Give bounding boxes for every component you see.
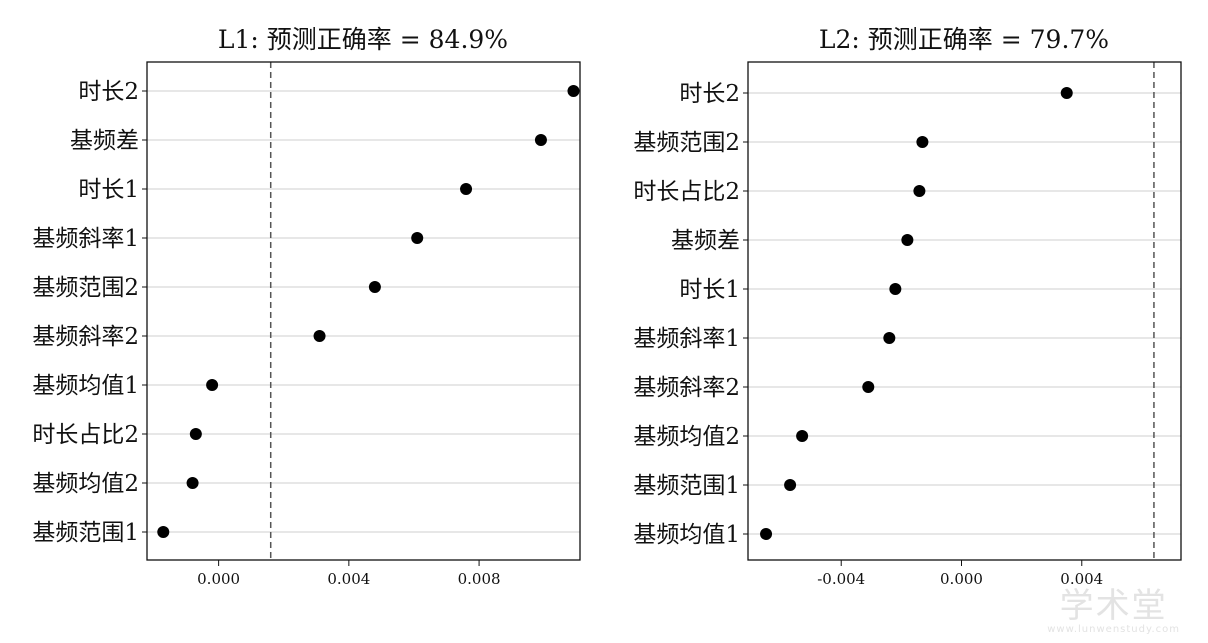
category-label-1-6: 基频斜率2 <box>633 375 740 401</box>
category-label-1-2: 时长占比2 <box>633 179 740 205</box>
data-point-0-9 <box>157 526 170 538</box>
category-label-1-1: 基频范围2 <box>633 130 740 156</box>
category-label-0-5: 基频斜率2 <box>32 324 139 350</box>
category-label-1-5: 基频斜率1 <box>633 326 740 352</box>
data-point-0-3 <box>411 232 424 244</box>
x-tick-label-0-1: 0.004 <box>327 570 370 588</box>
category-label-0-0: 时长2 <box>78 79 139 105</box>
category-label-1-3: 基频差 <box>671 228 740 254</box>
plot-frame-0 <box>146 61 581 561</box>
category-label-1-7: 基频均值2 <box>633 424 740 450</box>
category-label-1-9: 基频均值1 <box>633 522 740 548</box>
category-label-1-8: 基频范围1 <box>633 473 740 499</box>
x-tick-label-1-1: 0.000 <box>940 570 983 588</box>
data-point-0-4 <box>368 281 381 293</box>
category-label-0-3: 基频斜率1 <box>32 226 139 252</box>
data-point-0-8 <box>186 477 199 489</box>
watermark-main: 学术堂 <box>1059 586 1168 626</box>
plot-frame-1 <box>747 61 1182 561</box>
category-label-0-6: 基频均值1 <box>32 373 139 399</box>
data-point-1-5 <box>883 332 896 344</box>
data-point-0-1 <box>534 134 547 146</box>
category-label-0-2: 时长1 <box>78 177 139 203</box>
data-point-1-8 <box>784 479 797 491</box>
watermark-sub: www.lunwenstudy.com <box>1047 624 1180 635</box>
data-point-1-2 <box>913 185 926 197</box>
data-point-1-9 <box>760 528 773 540</box>
x-tick-label-0-0: 0.000 <box>197 570 240 588</box>
data-point-1-4 <box>889 283 902 295</box>
chart-title-1: L2: 预测正确率 = 79.7% <box>819 25 1109 54</box>
category-label-0-7: 时长占比2 <box>32 422 139 448</box>
data-point-0-5 <box>313 330 326 342</box>
data-point-1-3 <box>901 234 914 246</box>
x-tick-label-1-0: -0.004 <box>817 570 865 588</box>
data-point-0-2 <box>460 183 473 195</box>
category-label-0-8: 基频均值2 <box>32 471 139 497</box>
data-point-0-6 <box>206 379 219 391</box>
category-label-1-4: 时长1 <box>679 277 740 303</box>
category-label-0-1: 基频差 <box>70 128 139 154</box>
data-point-1-6 <box>862 381 875 393</box>
data-point-0-0 <box>567 85 580 97</box>
data-point-1-0 <box>1060 87 1073 99</box>
data-point-0-7 <box>189 428 202 440</box>
x-tick-label-0-2: 0.008 <box>458 570 501 588</box>
chart-title-0: L1: 预测正确率 = 84.9% <box>218 25 508 54</box>
data-point-1-1 <box>916 136 929 148</box>
category-label-0-9: 基频范围1 <box>32 520 139 546</box>
x-tick-label-1-2: 0.004 <box>1060 570 1103 588</box>
category-label-1-0: 时长2 <box>679 81 740 107</box>
watermark: 学术堂 www.lunwenstudy.com <box>1047 588 1180 635</box>
data-point-1-7 <box>796 430 809 442</box>
category-label-0-4: 基频范围2 <box>32 275 139 301</box>
